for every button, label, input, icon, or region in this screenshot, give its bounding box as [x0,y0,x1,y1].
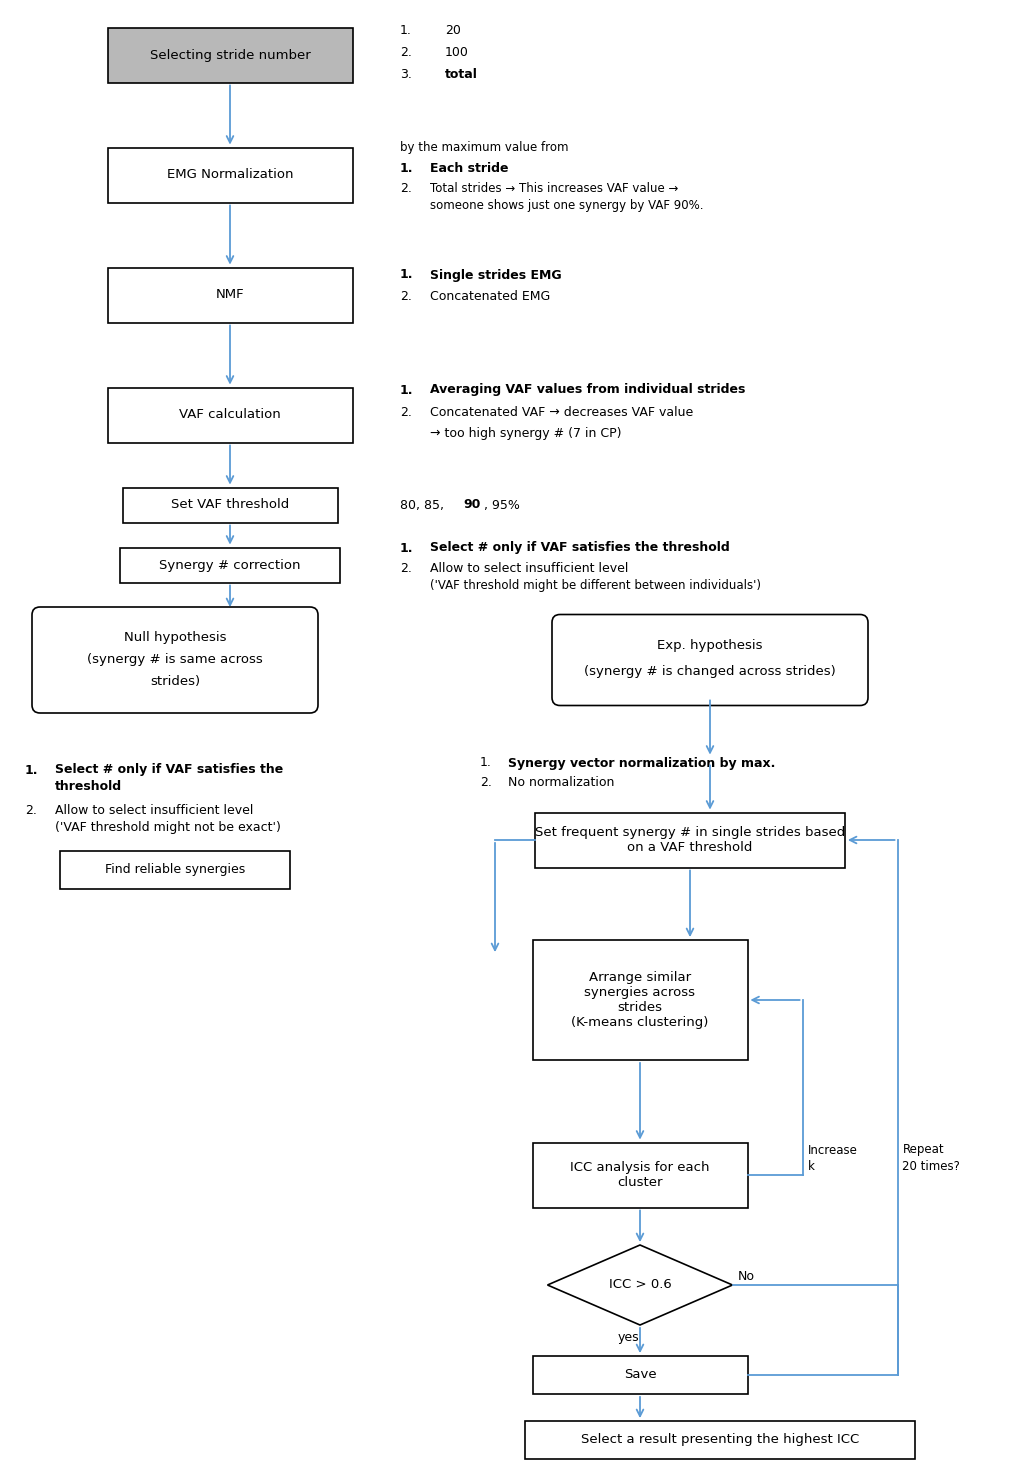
Text: Select a result presenting the highest ICC: Select a result presenting the highest I… [581,1433,859,1446]
Text: 2.: 2. [400,290,412,303]
Text: ICC > 0.6: ICC > 0.6 [608,1278,671,1291]
Text: 20: 20 [445,23,461,37]
Text: NMF: NMF [215,288,244,302]
FancyBboxPatch shape [32,608,318,713]
Text: EMG Normalization: EMG Normalization [167,168,293,182]
Text: 2.: 2. [400,45,412,59]
Text: 100: 100 [445,45,469,59]
Text: Averaging VAF values from individual strides: Averaging VAF values from individual str… [430,384,745,397]
Text: (synergy # is same across: (synergy # is same across [87,653,263,666]
Text: (synergy # is changed across strides): (synergy # is changed across strides) [584,666,836,678]
FancyBboxPatch shape [108,268,352,322]
Text: 90: 90 [463,499,481,511]
Text: k: k [807,1161,814,1174]
Text: 3.: 3. [400,67,412,81]
FancyBboxPatch shape [533,1142,748,1208]
Text: Find reliable synergies: Find reliable synergies [105,864,246,877]
Text: strides): strides) [150,675,200,688]
FancyBboxPatch shape [108,148,352,202]
Text: Set VAF threshold: Set VAF threshold [171,499,289,511]
Text: Select # only if VAF satisfies the threshold: Select # only if VAF satisfies the thres… [430,542,729,555]
Text: someone shows just one synergy by VAF 90%.: someone shows just one synergy by VAF 90… [430,199,703,211]
Text: Selecting stride number: Selecting stride number [149,48,311,61]
Text: 1.: 1. [400,542,413,555]
Text: Increase: Increase [807,1143,858,1157]
Text: ('VAF threshold might be different between individuals'): ('VAF threshold might be different betwe… [430,578,761,591]
Text: Set frequent synergy # in single strides based
on a VAF threshold: Set frequent synergy # in single strides… [535,826,845,854]
Text: Synergy vector normalization by max.: Synergy vector normalization by max. [508,757,775,770]
Text: ('VAF threshold might not be exact'): ('VAF threshold might not be exact') [55,820,281,833]
Text: Arrange similar
synergies across
strides
(K-means clustering): Arrange similar synergies across strides… [571,971,709,1029]
FancyBboxPatch shape [552,615,868,706]
Text: 2.: 2. [480,776,492,789]
Text: Single strides EMG: Single strides EMG [430,268,562,281]
Text: 1.: 1. [400,23,412,37]
Text: 80, 85,: 80, 85, [400,499,448,511]
FancyBboxPatch shape [535,813,845,868]
Text: total: total [445,67,478,81]
Text: No normalization: No normalization [508,776,614,789]
FancyBboxPatch shape [122,488,338,523]
FancyBboxPatch shape [533,1356,748,1394]
FancyBboxPatch shape [108,388,352,442]
Text: 2.: 2. [400,562,412,574]
Text: yes: yes [617,1331,639,1344]
Text: Select # only if VAF satisfies the: Select # only if VAF satisfies the [55,764,283,776]
Text: No: No [738,1271,754,1284]
Text: Exp. hypothesis: Exp. hypothesis [657,638,762,651]
Text: Concatenated EMG: Concatenated EMG [430,290,550,303]
Text: 2.: 2. [400,182,412,195]
Text: Allow to select insufficient level: Allow to select insufficient level [430,562,629,574]
FancyBboxPatch shape [120,548,340,583]
Polygon shape [547,1244,732,1325]
Text: Repeat: Repeat [902,1143,944,1157]
FancyBboxPatch shape [60,851,290,889]
Text: Allow to select insufficient level: Allow to select insufficient level [55,804,254,817]
Text: ICC analysis for each
cluster: ICC analysis for each cluster [570,1161,710,1189]
Text: VAF calculation: VAF calculation [179,408,281,422]
Text: threshold: threshold [55,780,122,793]
Text: Null hypothesis: Null hypothesis [123,631,226,644]
FancyBboxPatch shape [533,940,748,1060]
Text: 2.: 2. [25,804,37,817]
Text: 2.: 2. [400,407,412,420]
Text: 20 times?: 20 times? [902,1161,960,1174]
Text: 1.: 1. [400,161,413,174]
Text: Total strides → This increases VAF value →: Total strides → This increases VAF value… [430,182,679,195]
Text: 1.: 1. [400,384,413,397]
Text: Synergy # correction: Synergy # correction [160,558,300,571]
FancyBboxPatch shape [525,1422,915,1460]
Text: 1.: 1. [480,757,492,770]
Text: Each stride: Each stride [430,161,509,174]
Text: → too high synergy # (7 in CP): → too high synergy # (7 in CP) [430,426,622,439]
Text: 1.: 1. [400,268,413,281]
FancyBboxPatch shape [108,28,352,82]
Text: , 95%: , 95% [484,499,520,511]
Text: 1.: 1. [25,764,38,776]
Text: Concatenated VAF → decreases VAF value: Concatenated VAF → decreases VAF value [430,407,693,420]
Text: Save: Save [624,1369,657,1382]
Text: by the maximum value from: by the maximum value from [400,142,569,155]
